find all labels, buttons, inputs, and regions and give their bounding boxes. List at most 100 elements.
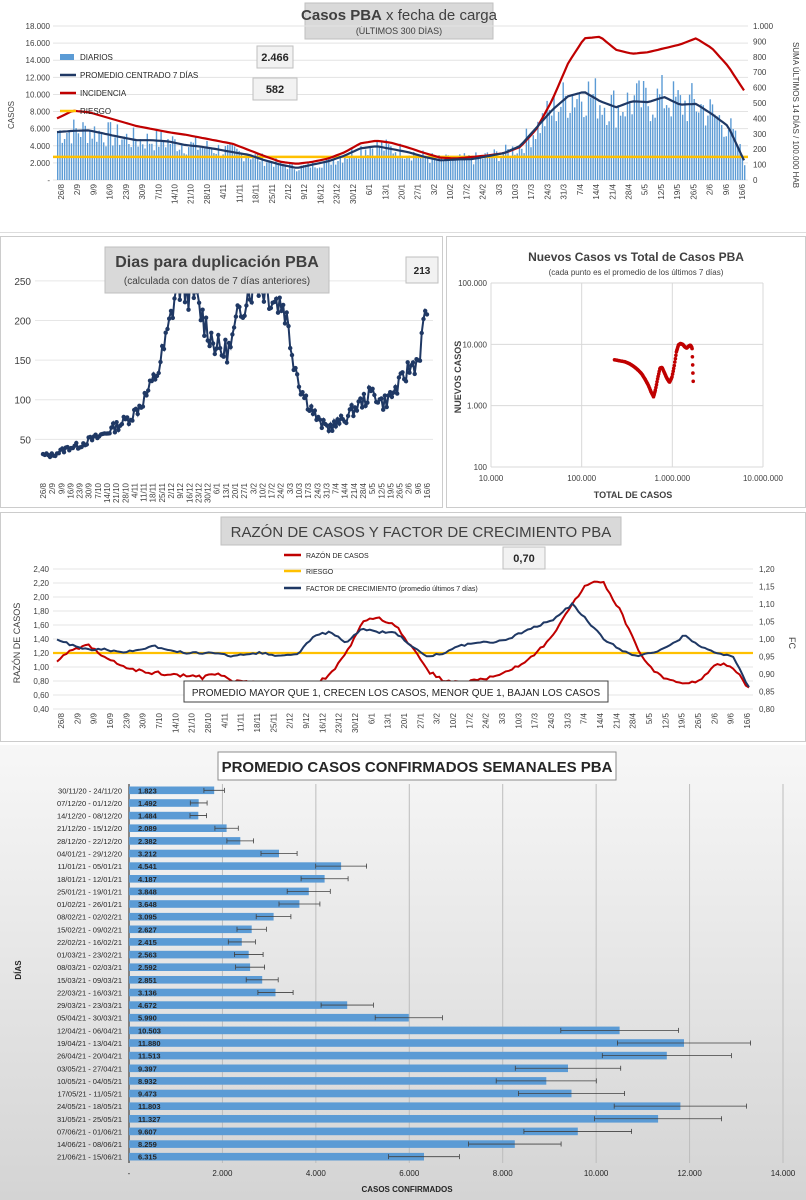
doubling-point xyxy=(221,354,226,359)
doubling-point xyxy=(230,332,235,337)
y-tick-label: 50 xyxy=(20,435,32,446)
fc-line xyxy=(56,601,750,688)
x-tick-label: 30/9 xyxy=(85,482,94,498)
bar-weekly xyxy=(129,1051,667,1060)
bar-daily xyxy=(410,160,413,180)
bar-daily xyxy=(247,156,250,180)
doubling-point xyxy=(65,444,70,450)
annotation-box xyxy=(502,546,546,570)
x-tick-label: 7/10 xyxy=(154,183,163,199)
bar-daily xyxy=(130,147,132,180)
bar-weekly xyxy=(129,1039,684,1047)
doubling-point xyxy=(412,371,417,377)
doubling-point xyxy=(379,396,384,401)
category-label: 11/01/21 - 05/01/21 xyxy=(58,862,123,871)
bar-daily xyxy=(341,162,344,180)
x-tick-label: 28/4 xyxy=(359,482,368,498)
x-tick-label: 10/3 xyxy=(514,712,523,728)
y-axis-label: CASOS xyxy=(7,101,16,129)
bar-daily xyxy=(220,156,222,180)
doubling-point xyxy=(396,375,402,380)
x-tick-label: 23/9 xyxy=(122,183,131,199)
bar-weekly xyxy=(129,1013,409,1022)
chart-subtitle: (cada punto es el promedio de los último… xyxy=(549,268,724,277)
x-tick-label: 8.000 xyxy=(493,1169,514,1178)
bar-daily xyxy=(732,129,734,180)
doubling-point xyxy=(244,303,249,308)
doubling-point xyxy=(337,421,342,426)
x-tick-label: 19/5 xyxy=(386,482,395,498)
doubling-point xyxy=(84,442,90,447)
bar-daily xyxy=(631,114,633,180)
x-tick-label: 19/5 xyxy=(673,183,682,199)
bar-daily xyxy=(521,148,523,180)
bar-daily xyxy=(192,142,194,180)
bar-daily xyxy=(422,150,424,180)
doubling-point xyxy=(317,417,323,422)
bar-weekly xyxy=(129,1140,515,1148)
category-label: 17/05/21 - 11/05/21 xyxy=(58,1090,123,1099)
doubling-point xyxy=(149,378,154,384)
bar-daily xyxy=(417,156,420,180)
bar-daily xyxy=(656,88,659,180)
doubling-point xyxy=(395,391,400,396)
daily-annotation: 2.466 xyxy=(261,52,289,64)
x-tick-label: 14/10 xyxy=(171,712,180,733)
bar-daily xyxy=(574,107,576,180)
x-tick-label: 16/6 xyxy=(738,183,747,199)
category-label: 30/11/20 - 24/11/20 xyxy=(58,786,122,795)
y-axis-label: NUEVOS CASOS xyxy=(453,341,463,414)
x-tick-label: - xyxy=(128,1169,131,1178)
panel-daily-cases: Casos PBA x fecha de carga (ÚLTIMOS 300 … xyxy=(0,0,806,233)
x-tick-label: 24/2 xyxy=(479,183,488,199)
bar-daily xyxy=(466,157,468,180)
bar-daily xyxy=(498,161,500,180)
y2-tick-label: 0,95 xyxy=(759,653,775,662)
category-label: 08/02/21 - 02/02/21 xyxy=(57,913,122,922)
x-tick-label: 2/9 xyxy=(73,183,82,195)
bar-daily xyxy=(649,121,652,180)
doubling-point xyxy=(182,300,188,305)
bar-daily xyxy=(224,146,227,180)
doubling-point xyxy=(119,421,125,427)
bar-daily xyxy=(642,81,645,180)
bar-daily xyxy=(392,153,394,180)
y2-tick-label: 600 xyxy=(753,84,767,93)
doubling-point xyxy=(309,404,314,409)
bar-daily xyxy=(59,130,61,180)
x-tick-label: 2/6 xyxy=(710,712,719,724)
bar-daily xyxy=(165,147,167,180)
doubling-point xyxy=(405,360,410,365)
bar-daily xyxy=(739,144,741,180)
bar-daily xyxy=(80,137,82,180)
bar-daily xyxy=(307,162,309,180)
doubling-point xyxy=(421,316,426,322)
bar-daily xyxy=(463,153,466,180)
doubling-days-chart: 50 100 150 200 250 26/8 2/9 9/9 16/9 23/9 30/9 7/10… xyxy=(14,246,439,503)
bar-daily xyxy=(475,152,477,180)
legend-ratio: RAZÓN DE CASOS xyxy=(306,551,369,560)
x-tick-label: 2/6 xyxy=(706,183,715,195)
y-tick-label: 2.000 xyxy=(30,159,51,168)
bar-daily xyxy=(470,159,472,180)
y-tick-label: 1,20 xyxy=(33,649,49,658)
doubling-point xyxy=(281,302,286,308)
category-label: 29/03/21 - 23/03/21 xyxy=(57,1001,122,1010)
bar-daily xyxy=(420,155,422,180)
bar-daily xyxy=(348,156,351,180)
new-vs-total-chart: Nuevos Casos vs Total de Casos PBA (cada… xyxy=(453,250,784,500)
bar-daily xyxy=(169,143,171,180)
x-tick-label: 12/5 xyxy=(657,183,666,199)
category-label: 21/12/20 - 15/12/20 xyxy=(57,824,122,833)
bar-daily xyxy=(613,90,615,180)
bar-daily xyxy=(415,155,417,180)
x-tick-label: 21/4 xyxy=(350,482,359,498)
doubling-point xyxy=(109,425,114,430)
y-axis-label: DÍAS xyxy=(14,960,23,980)
bar-daily xyxy=(284,165,286,180)
bar-daily xyxy=(279,160,282,180)
bar-daily xyxy=(109,122,112,180)
bar-daily xyxy=(459,154,461,180)
bar-daily xyxy=(633,95,636,180)
doubling-point xyxy=(296,384,302,389)
